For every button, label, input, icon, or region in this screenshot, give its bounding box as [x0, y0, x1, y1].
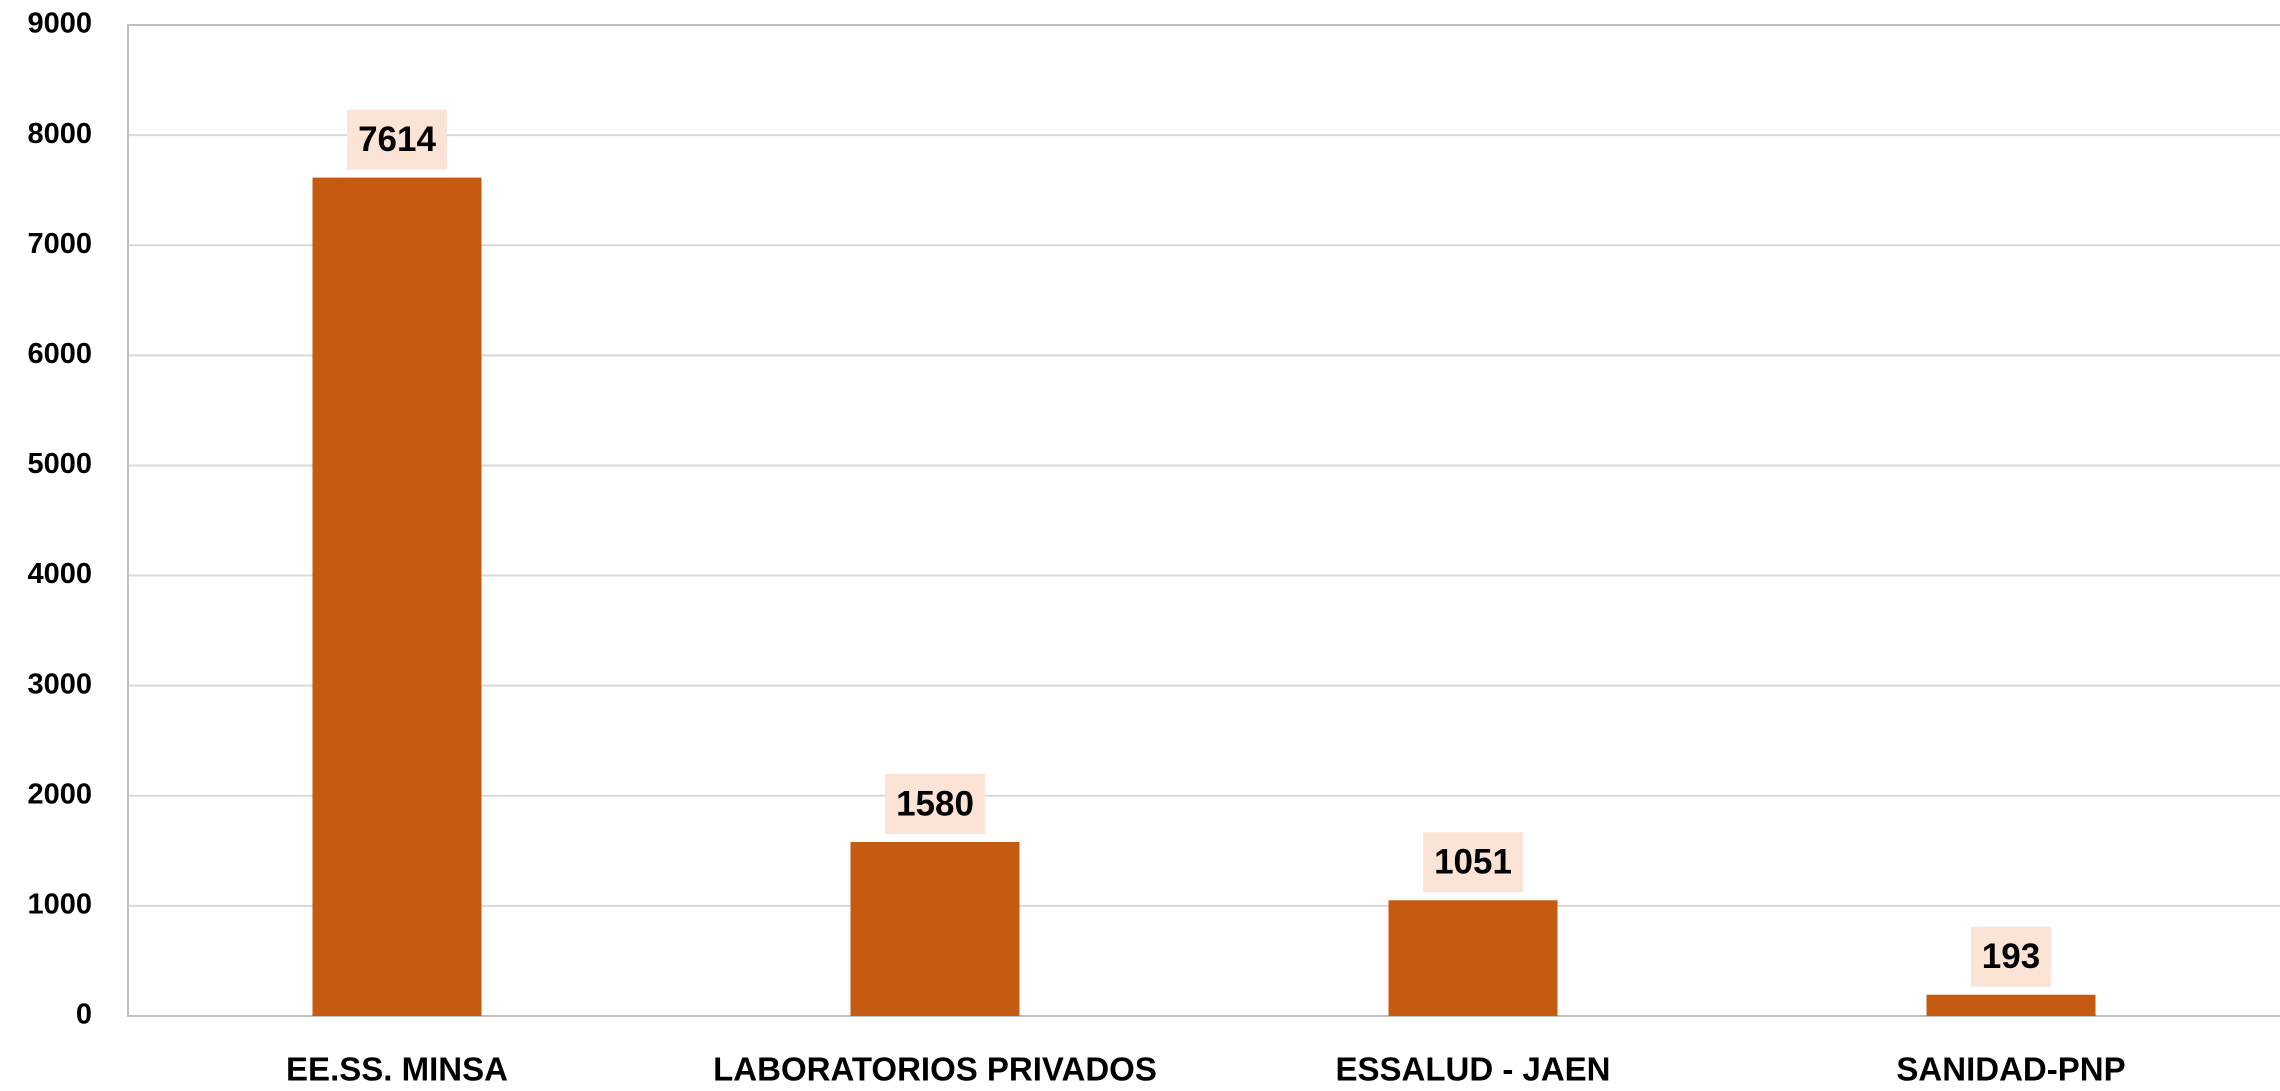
y-tick-label: 2000 — [27, 778, 92, 810]
plot-frame — [127, 24, 2280, 1017]
x-tick-label: ESSALUD - JAEN — [1335, 1051, 1610, 1088]
y-tick-label: 6000 — [27, 338, 92, 370]
y-tick-label: 9000 — [27, 8, 92, 40]
y-tick-label: 5000 — [27, 448, 92, 480]
bar — [1388, 900, 1558, 1016]
bar — [312, 177, 482, 1016]
x-tick-label: SANIDAD-PNP — [1896, 1051, 2125, 1088]
y-tick-label: 4000 — [27, 558, 92, 590]
data-label: 193 — [1982, 937, 2040, 976]
data-label-background — [347, 109, 447, 170]
data-label: 1580 — [896, 784, 974, 823]
data-label: 1051 — [1434, 843, 1512, 882]
bar — [850, 842, 1020, 1016]
y-tick-label: 3000 — [27, 668, 92, 700]
y-tick-label: 0 — [76, 999, 92, 1031]
y-tick-label: 1000 — [27, 889, 92, 921]
data-label-background — [885, 774, 985, 835]
y-tick-label: 7000 — [27, 228, 92, 260]
bar — [1926, 994, 2096, 1016]
x-tick-label: EE.SS. MINSA — [286, 1051, 508, 1088]
data-label: 7614 — [358, 120, 436, 159]
y-tick-label: 8000 — [27, 118, 92, 150]
data-label-background — [1970, 926, 2052, 987]
data-label-background — [1423, 832, 1523, 893]
x-tick-label: LABORATORIOS PRIVADOS — [713, 1051, 1157, 1088]
